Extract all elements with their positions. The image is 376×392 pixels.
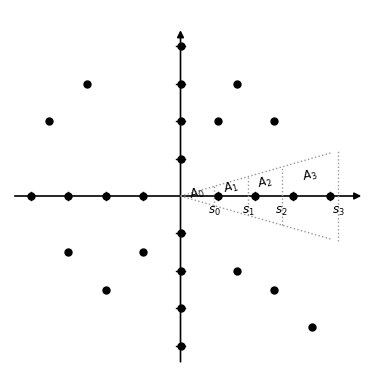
Text: $s_2$: $s_2$ xyxy=(275,205,288,218)
Text: $s_0$: $s_0$ xyxy=(208,205,221,218)
Text: $A_1$: $A_1$ xyxy=(222,179,240,197)
Text: $s_3$: $s_3$ xyxy=(332,205,344,218)
Text: $s_1$: $s_1$ xyxy=(242,205,254,218)
Text: $A_0$: $A_0$ xyxy=(188,184,207,203)
Text: $A_2$: $A_2$ xyxy=(255,173,274,192)
Text: $A_3$: $A_3$ xyxy=(300,166,319,185)
